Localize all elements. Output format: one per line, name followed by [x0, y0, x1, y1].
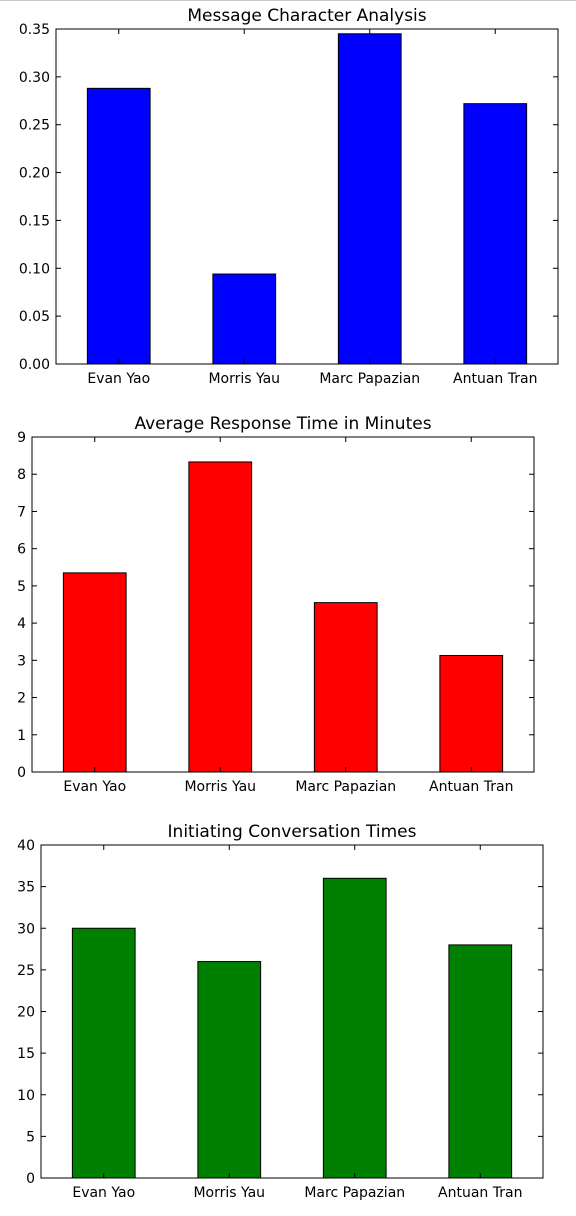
y-tick-label: 5 — [26, 1129, 35, 1145]
bar-morris-yau — [188, 461, 253, 773]
y-tick-label: 0.10 — [19, 261, 50, 277]
plot-frame — [55, 28, 559, 365]
y-tick-label: 30 — [17, 921, 35, 937]
x-tick-label: Evan Yao — [63, 779, 126, 795]
x-tick-label: Evan Yao — [72, 1185, 135, 1201]
bar-antuan-tran — [448, 944, 513, 1179]
bar-evan-yao — [86, 87, 151, 365]
y-tick-label: 40 — [17, 838, 35, 854]
y-tick-label: 0.30 — [19, 70, 50, 86]
bar-evan-yao — [62, 572, 127, 773]
chart-3: Initiating Conversation Times 0 5 10 15 20 25 3… — [17, 822, 544, 1201]
y-tick-label: 0.20 — [19, 166, 50, 182]
bar-marc-papazian — [313, 602, 378, 773]
bar-antuan-tran — [439, 654, 504, 773]
y-tick-label: 25 — [17, 963, 35, 979]
x-tick-label: Morris Yau — [193, 1185, 265, 1201]
x-tick-label: Marc Papazian — [295, 779, 396, 795]
y-tick-label: 3 — [17, 653, 26, 669]
x-tick-label: Marc Papazian — [304, 1185, 405, 1201]
chart-title: Message Character Analysis — [187, 6, 426, 26]
bar-morris-yau — [212, 273, 277, 365]
bar-marc-papazian — [322, 877, 387, 1179]
y-tick-label: 0.25 — [19, 118, 50, 134]
y-tick-label: 0.15 — [19, 213, 50, 229]
y-tick-label: 0.35 — [19, 22, 50, 38]
x-tick-label: Antuan Tran — [453, 371, 537, 387]
y-tick-label: 20 — [17, 1005, 35, 1021]
y-tick-label: 0.00 — [19, 357, 50, 373]
y-tick-label: 4 — [17, 616, 26, 632]
y-tick-label: 2 — [17, 691, 26, 707]
x-tick-label: Evan Yao — [87, 371, 150, 387]
y-tick-label: 0 — [17, 765, 26, 781]
bar-morris-yau — [197, 961, 262, 1179]
y-tick-label: 8 — [17, 467, 26, 483]
y-tick-label: 5 — [17, 579, 26, 595]
y-tick-label: 7 — [17, 504, 26, 520]
chart-1: Message Character Analysis 0.00 0.05 0.10 0.… — [19, 6, 559, 387]
y-tick-label: 6 — [17, 542, 26, 558]
y-tick-label: 0 — [26, 1171, 35, 1187]
y-tick-label: 1 — [17, 728, 26, 744]
top-border — [0, 0, 576, 1]
y-tick-label: 9 — [17, 430, 26, 446]
chart-title: Average Response Time in Minutes — [134, 414, 431, 434]
bar-marc-papazian — [337, 33, 402, 365]
y-tick-label: 35 — [17, 880, 35, 896]
bar-antuan-tran — [463, 103, 528, 365]
x-tick-label: Antuan Tran — [429, 779, 513, 795]
x-tick-label: Morris Yau — [208, 371, 280, 387]
chart-title: Initiating Conversation Times — [168, 822, 417, 842]
y-tick-label: 15 — [17, 1046, 35, 1062]
y-tick-label: 0.05 — [19, 309, 50, 325]
x-tick-label: Marc Papazian — [319, 371, 420, 387]
x-tick-label: Morris Yau — [184, 779, 256, 795]
chart-2: Average Response Time in Minutes 0 1 2 3 4 5 6 7… — [17, 414, 535, 795]
bar-evan-yao — [71, 927, 136, 1179]
y-tick-label: 10 — [17, 1088, 35, 1104]
x-tick-label: Antuan Tran — [438, 1185, 522, 1201]
plot-frame — [31, 436, 535, 773]
